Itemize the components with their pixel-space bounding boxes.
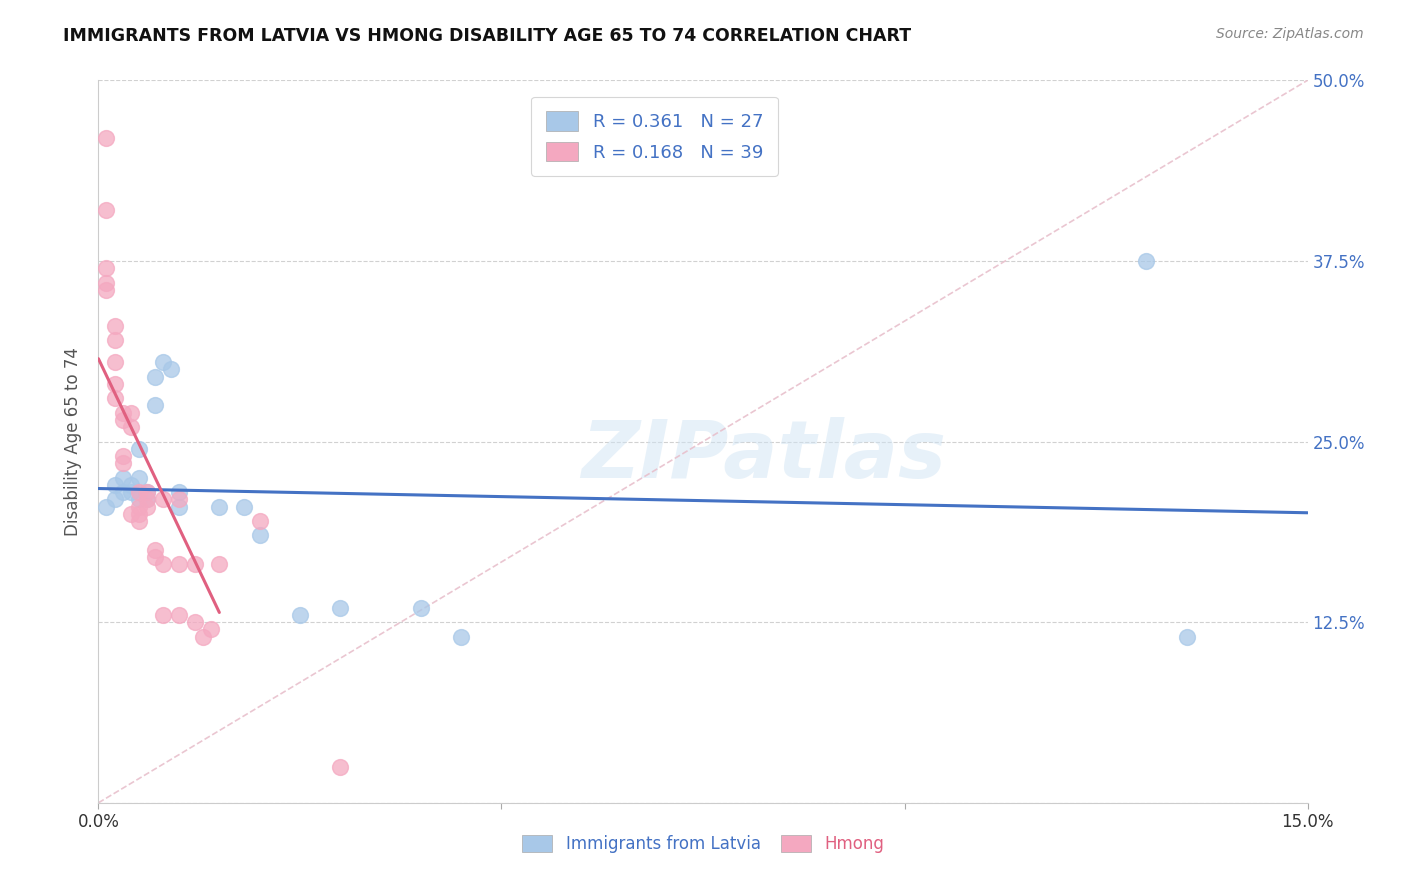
Point <box>208 558 231 572</box>
Y-axis label: Disability Age 65 to 74: Disability Age 65 to 74 <box>65 347 83 536</box>
Point <box>208 500 231 514</box>
Point <box>143 550 166 565</box>
Point <box>96 131 118 145</box>
Point <box>193 630 215 644</box>
Point <box>120 406 142 420</box>
Point <box>103 376 125 391</box>
Point <box>111 485 134 500</box>
Point <box>103 318 125 333</box>
Text: ZIPatlas: ZIPatlas <box>581 417 946 495</box>
Point <box>184 615 207 630</box>
Point <box>128 514 150 528</box>
Point <box>143 542 166 557</box>
Point <box>1175 630 1198 644</box>
Point <box>128 500 150 514</box>
Point <box>135 485 157 500</box>
Point <box>152 558 174 572</box>
Point <box>232 500 254 514</box>
Point <box>120 420 142 434</box>
Point <box>128 485 150 500</box>
Point <box>120 478 142 492</box>
Point <box>120 507 142 521</box>
Point <box>103 478 125 492</box>
Point <box>135 485 157 500</box>
Point <box>103 492 125 507</box>
Point <box>167 485 190 500</box>
Point <box>200 623 222 637</box>
Point <box>111 470 134 484</box>
Point <box>167 492 190 507</box>
Point <box>152 492 174 507</box>
Point <box>111 413 134 427</box>
Point <box>135 492 157 507</box>
Legend: Immigrants from Latvia, Hmong: Immigrants from Latvia, Hmong <box>516 828 890 860</box>
Point <box>152 607 174 622</box>
Point <box>143 369 166 384</box>
Point <box>1135 253 1157 268</box>
Point <box>329 600 352 615</box>
Point <box>329 760 352 774</box>
Point <box>111 449 134 463</box>
Point <box>96 203 118 218</box>
Point <box>409 600 432 615</box>
Point <box>184 558 207 572</box>
Point <box>135 500 157 514</box>
Point <box>249 528 271 542</box>
Point <box>128 507 150 521</box>
Point <box>135 492 157 507</box>
Point <box>128 442 150 456</box>
Point <box>111 456 134 470</box>
Point <box>152 355 174 369</box>
Point <box>96 283 118 297</box>
Point <box>103 355 125 369</box>
Point <box>167 500 190 514</box>
Point <box>103 334 125 348</box>
Point <box>103 391 125 405</box>
Point <box>288 607 311 622</box>
Text: IMMIGRANTS FROM LATVIA VS HMONG DISABILITY AGE 65 TO 74 CORRELATION CHART: IMMIGRANTS FROM LATVIA VS HMONG DISABILI… <box>63 27 911 45</box>
Point <box>96 276 118 290</box>
Point <box>120 485 142 500</box>
Point <box>128 492 150 507</box>
Point <box>111 406 134 420</box>
Point <box>450 630 472 644</box>
Point <box>160 362 183 376</box>
Point <box>167 558 190 572</box>
Point <box>167 607 190 622</box>
Point <box>143 398 166 412</box>
Text: Source: ZipAtlas.com: Source: ZipAtlas.com <box>1216 27 1364 41</box>
Point <box>96 261 118 276</box>
Point <box>249 514 271 528</box>
Point <box>128 470 150 484</box>
Point <box>96 500 118 514</box>
